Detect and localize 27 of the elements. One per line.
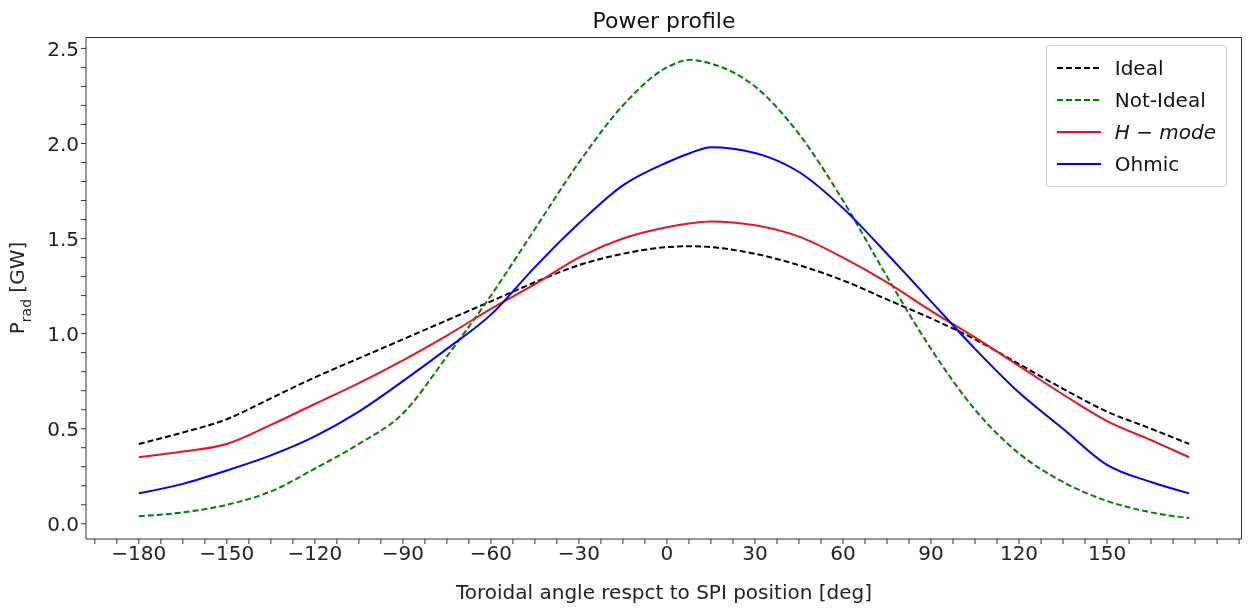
- legend-label: Ohmic: [1114, 152, 1180, 176]
- chart-title: Power profile: [591, 8, 737, 33]
- x-tick-label: 150: [1087, 541, 1127, 566]
- x-tick-label: 60: [830, 541, 856, 566]
- x-tick-label: 30: [742, 541, 768, 566]
- x-tick-label: 120: [999, 541, 1039, 566]
- x-tick-label: −60: [469, 541, 512, 566]
- x-tick-label: 0: [660, 541, 674, 566]
- y-tick-label: 1.5: [47, 226, 79, 251]
- line-series: [137, 220, 1191, 459]
- x-tick-label: 90: [918, 541, 944, 566]
- x-tick-label: −150: [199, 541, 255, 566]
- y-tick-label: 2.0: [47, 131, 79, 156]
- x-tick-label: −90: [381, 541, 424, 566]
- x-tick-label: −180: [111, 541, 167, 566]
- x-tick-label: −30: [557, 541, 601, 566]
- y-tick-label: 0.0: [47, 511, 79, 536]
- y-tick-label: 1.0: [47, 321, 79, 346]
- legend-label: Ideal: [1114, 56, 1164, 80]
- y-tick-label: 0.5: [47, 416, 79, 441]
- x-axis-title: Toroidal angle respct to SPI position [deg]: [454, 580, 873, 604]
- legend-label: Not-Ideal: [1114, 88, 1206, 112]
- y-tick-label: 2.5: [47, 36, 79, 61]
- line-series: [137, 146, 1191, 495]
- x-tick-label: −120: [287, 541, 343, 566]
- line-series: [137, 245, 1191, 445]
- legend-label: H − mode: [1114, 120, 1216, 144]
